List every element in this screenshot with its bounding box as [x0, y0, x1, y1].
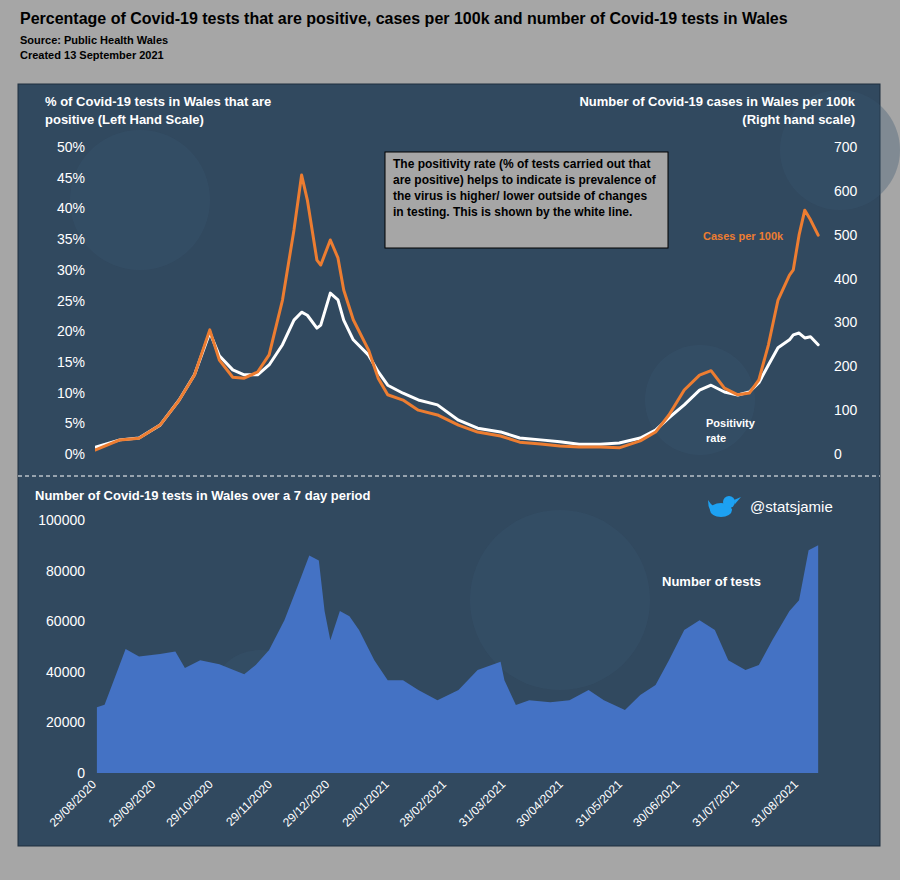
y-tick-label: 35%	[57, 231, 85, 247]
series-label-line: Positivity	[706, 417, 756, 429]
y-tick-label: 20%	[57, 323, 85, 339]
icon-head	[723, 496, 735, 508]
y2-axis-title-line: Number of Covid-19 cases in Wales per 10…	[579, 94, 855, 109]
annotation-line: the virus is higher/ lower outside of ch…	[393, 189, 647, 203]
subtitle: Created 13 September 2021	[20, 49, 164, 61]
x-tick-label: 31/05/2021	[573, 777, 626, 830]
x-tick-label: 28/02/2021	[397, 777, 450, 830]
y-tick-label: 20000	[46, 714, 85, 730]
y2-tick-label: 0	[834, 446, 842, 462]
x-tick-label: 29/10/2020	[163, 777, 216, 830]
y-axis-title-line: positive (Left Hand Scale)	[45, 112, 204, 127]
annotation-line: The positivity rate (% of tests carried …	[393, 157, 650, 171]
series-label: Cases per 100k	[703, 230, 784, 242]
page-title: Percentage of Covid-19 tests that are po…	[20, 10, 788, 27]
y2-tick-label: 700	[834, 139, 858, 155]
series-label: Positivity rate	[706, 417, 756, 444]
y-tick-label: 25%	[57, 293, 85, 309]
plot-area	[97, 545, 818, 773]
y-axis-title: % of Covid-19 tests in Wales that are pos…	[45, 94, 271, 127]
y-axis-title-line: % of Covid-19 tests in Wales that are	[45, 94, 271, 109]
y-tick-label: 50%	[57, 139, 85, 155]
y-tick-label: 40000	[46, 664, 85, 680]
panel	[18, 84, 880, 846]
series-label-line: Cases per 100k	[703, 230, 784, 242]
y-tick-label: 40%	[57, 200, 85, 216]
annotation-line: in testing. This is shown by the white l…	[393, 205, 632, 219]
y2-tick-label: 200	[834, 358, 858, 374]
chart-canvas: Percentage of Covid-19 tests that are po…	[0, 0, 900, 880]
x-tick-label: 29/09/2020	[106, 777, 159, 830]
annotation-box	[385, 152, 668, 248]
x-tick-label: 29/01/2021	[339, 777, 392, 830]
icon-wing	[708, 500, 724, 516]
icon-beak	[734, 497, 741, 504]
panel-decor	[645, 345, 755, 455]
y2-tick-label: 500	[834, 227, 858, 243]
y-tick-label: 15%	[57, 354, 85, 370]
x-tick-label: 29/12/2020	[280, 777, 333, 830]
y-tick-label: 30%	[57, 262, 85, 278]
y2-axis-title-line: (Right hand scale)	[742, 112, 855, 127]
y-tick-label: 45%	[57, 170, 85, 186]
annotation: The positivity rate (% of tests carried …	[393, 157, 657, 219]
area	[97, 545, 818, 773]
annotation-line: are positive) helps to indicate is preva…	[393, 173, 657, 187]
subtitle: Source: Public Health Wales	[20, 34, 168, 46]
series-label: Number of tests	[662, 574, 761, 589]
series-label-line: rate	[706, 432, 726, 444]
line	[95, 175, 818, 450]
twitter-icon	[708, 496, 741, 517]
y2-axis-title: Number of Covid-19 cases in Wales per 10…	[579, 94, 855, 127]
separator	[18, 476, 880, 477]
x-tick-label: 30/04/2021	[513, 777, 566, 830]
y-tick-label: 60000	[46, 613, 85, 629]
x-tick-label: 30/06/2021	[630, 777, 683, 830]
y-tick-label: 0%	[65, 446, 85, 462]
credit: @statsjamie	[750, 498, 833, 515]
y-tick-label: 0	[77, 765, 85, 781]
x-tick-label: 29/08/2020	[47, 777, 100, 830]
chart-title: Number of Covid-19 tests in Wales over a…	[35, 488, 371, 503]
y-tick-label: 10%	[57, 385, 85, 401]
x-tick-label: 31/07/2021	[689, 777, 742, 830]
x-tick-label: 31/03/2021	[456, 777, 509, 830]
y2-tick-label: 600	[834, 183, 858, 199]
y2-tick-label: 100	[834, 402, 858, 418]
y-tick-label: 80000	[46, 563, 85, 579]
y-tick-label: 5%	[65, 415, 85, 431]
y2-tick-label: 300	[834, 314, 858, 330]
x-tick-label: 29/11/2020	[223, 777, 275, 829]
panel-decor	[70, 130, 210, 270]
x-tick-label: 31/08/2021	[749, 777, 802, 830]
y2-tick-label: 400	[834, 271, 858, 287]
plot-area	[95, 175, 818, 450]
y-tick-label: 100000	[38, 512, 85, 528]
